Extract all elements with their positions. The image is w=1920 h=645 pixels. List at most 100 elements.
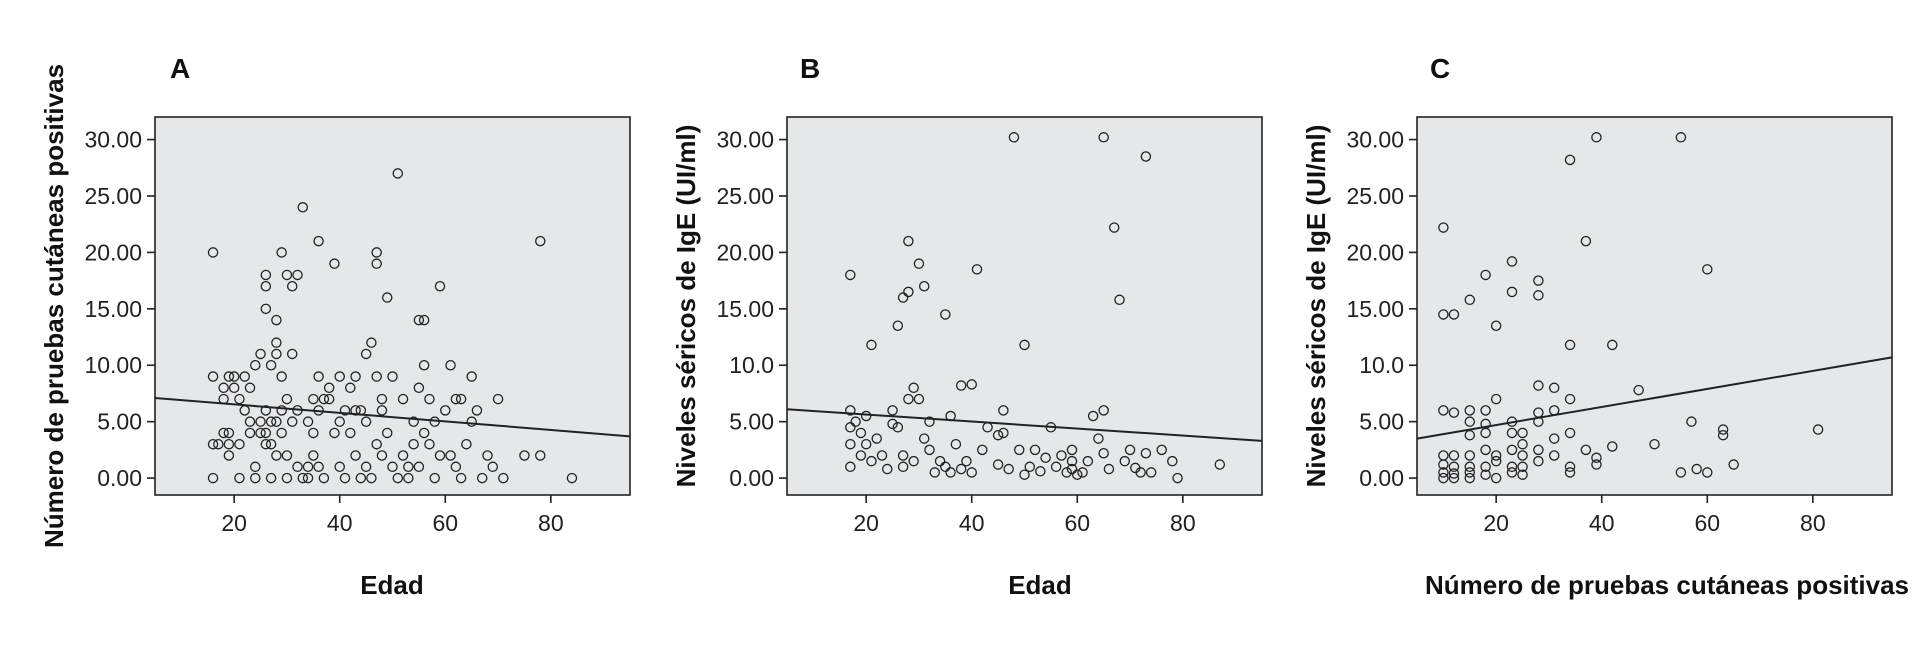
data-point (1702, 467, 1713, 478)
data-point (1533, 290, 1544, 301)
data-point (418, 359, 430, 371)
data-point (1029, 444, 1041, 456)
panel-letter: C (1430, 53, 1450, 84)
data-point (234, 393, 245, 405)
data-point (1167, 455, 1178, 467)
data-point (992, 459, 1004, 470)
data-point (1702, 264, 1713, 275)
y-tick-label: 15.00 (716, 296, 774, 322)
data-point (1448, 468, 1460, 479)
data-point (1066, 463, 1078, 475)
data-point (318, 472, 330, 484)
data-point (271, 314, 282, 326)
data-point (1533, 380, 1544, 391)
data-point (228, 371, 240, 382)
y-tick-label: 30.00 (716, 127, 774, 153)
data-point (1464, 294, 1476, 306)
data-point (1506, 444, 1518, 456)
data-point (250, 472, 261, 484)
data-point (1607, 339, 1618, 351)
data-point (392, 472, 404, 484)
data-point (1591, 459, 1602, 470)
y-tick-label: 30.00 (84, 127, 142, 153)
data-point (1517, 469, 1528, 480)
data-point (234, 472, 245, 484)
data-point (207, 472, 219, 484)
x-axis-title: Número de pruebas cutáneas positivas (1425, 570, 1909, 600)
data-point (519, 450, 530, 461)
data-point (360, 348, 372, 360)
data-point (913, 393, 925, 405)
data-point (286, 416, 298, 427)
data-point (1214, 459, 1226, 470)
data-point (1490, 455, 1502, 467)
data-point (903, 286, 914, 298)
tick-layer: 20 40 60 80 0.00 5.00 10.00 15.00 20.00 25.00 30.0… (84, 127, 563, 536)
data-point (297, 472, 309, 484)
data-point (292, 461, 303, 473)
data-point (1140, 448, 1152, 459)
data-point (223, 371, 235, 382)
data-point (860, 410, 872, 422)
data-point (945, 467, 956, 478)
data-point (1649, 438, 1660, 450)
data-point (1438, 472, 1449, 484)
data-point (471, 405, 483, 416)
data-point (445, 359, 456, 371)
data-point (1564, 467, 1576, 478)
data-point (845, 438, 856, 450)
data-point (260, 281, 272, 292)
data-point (1093, 433, 1104, 444)
y-axis-title: Número de pruebas cutáneas positivas (39, 64, 69, 548)
data-point (892, 320, 904, 331)
data-point (450, 461, 462, 473)
data-point (1506, 286, 1518, 298)
data-point (371, 438, 382, 450)
data-point (966, 467, 977, 478)
panel-c: C 20 40 60 80 0.00 5.00 10.0 15.00 20.00 25.00 30.… (1301, 53, 1909, 600)
data-point (218, 382, 229, 394)
data-point (1686, 416, 1697, 427)
data-point (271, 416, 282, 427)
data-point (329, 258, 340, 269)
data-point (1548, 382, 1560, 394)
data-point (1480, 269, 1491, 281)
data-point (1633, 384, 1644, 396)
y-tick-label: 5.00 (729, 409, 774, 435)
data-point (492, 393, 504, 405)
data-point (466, 371, 477, 382)
data-point (1564, 427, 1576, 439)
x-axis-title: Edad (360, 570, 424, 600)
data-point (1082, 455, 1094, 467)
data-point (260, 427, 272, 439)
data-point (977, 444, 988, 456)
data-point (260, 269, 272, 281)
x-tick-label: 80 (1800, 510, 1826, 536)
data-point (855, 450, 867, 461)
data-point (1077, 467, 1088, 478)
y-tick-label: 0.00 (1359, 465, 1404, 491)
data-point (255, 416, 266, 427)
data-point (371, 258, 382, 269)
data-point (271, 348, 282, 360)
data-point (323, 382, 335, 394)
data-point (940, 461, 951, 473)
data-point (281, 269, 293, 281)
data-point (903, 393, 914, 405)
data-point (897, 292, 909, 303)
data-point (866, 339, 877, 351)
data-point (281, 472, 293, 484)
data-point (345, 427, 356, 439)
data-point (1035, 466, 1046, 477)
data-point (276, 427, 287, 439)
plot-area (154, 116, 631, 496)
y-tick-label: 5.00 (1359, 409, 1404, 435)
data-point (1533, 444, 1544, 456)
data-point (1019, 339, 1030, 351)
data-point (1056, 450, 1067, 461)
data-point (276, 405, 287, 416)
data-point (566, 472, 578, 484)
data-point (860, 438, 872, 450)
data-point (1448, 461, 1460, 473)
